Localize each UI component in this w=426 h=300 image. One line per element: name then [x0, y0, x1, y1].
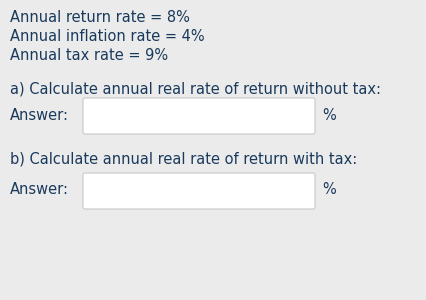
- Text: Answer:: Answer:: [10, 107, 69, 122]
- Text: Annual inflation rate = 4%: Annual inflation rate = 4%: [10, 29, 204, 44]
- Text: b) Calculate annual real rate of return with tax:: b) Calculate annual real rate of return …: [10, 152, 357, 167]
- Text: %: %: [321, 107, 335, 122]
- FancyBboxPatch shape: [83, 173, 314, 209]
- Text: Answer:: Answer:: [10, 182, 69, 197]
- Text: Annual return rate = 8%: Annual return rate = 8%: [10, 10, 190, 25]
- Text: Annual tax rate = 9%: Annual tax rate = 9%: [10, 48, 168, 63]
- Text: %: %: [321, 182, 335, 197]
- FancyBboxPatch shape: [83, 98, 314, 134]
- Text: a) Calculate annual real rate of return without tax:: a) Calculate annual real rate of return …: [10, 82, 380, 97]
